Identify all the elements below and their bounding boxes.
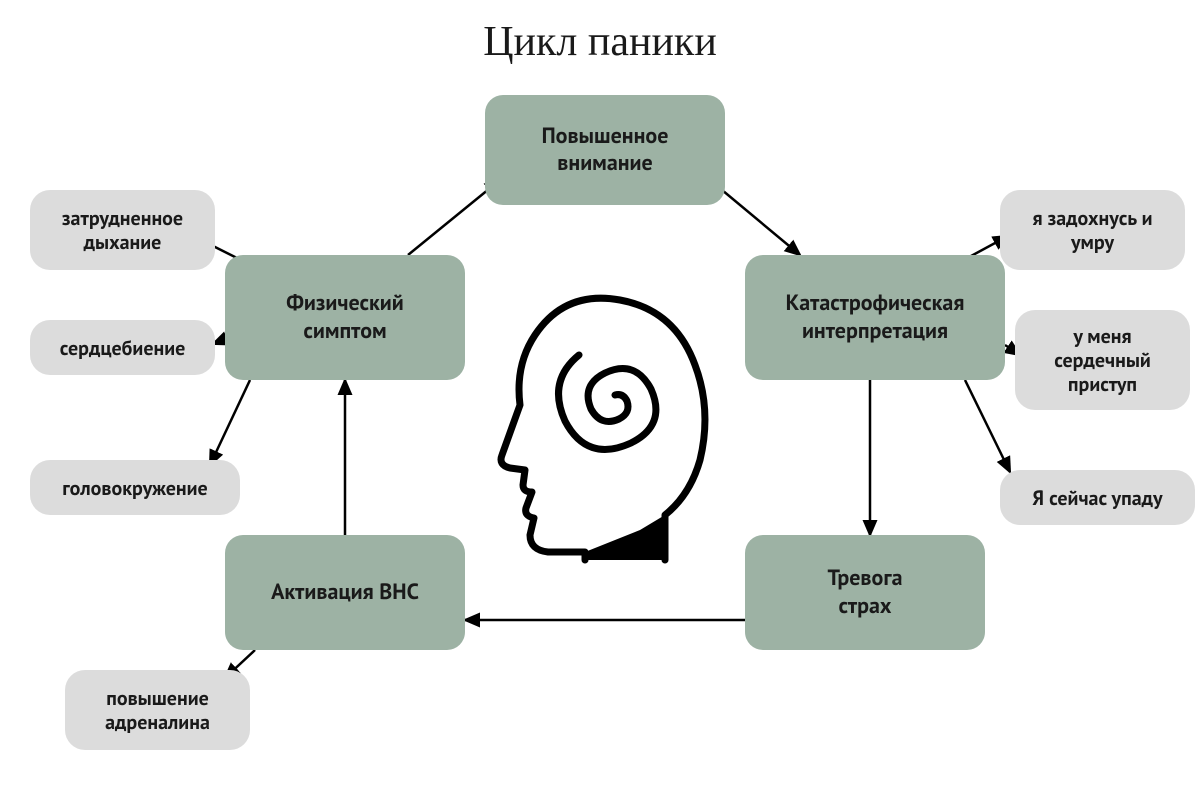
arrow <box>210 380 250 465</box>
diagram-title: Цикл паники <box>0 18 1200 66</box>
main-node-interpretation: Катастрофическая интерпретация <box>745 255 1005 380</box>
arrow <box>965 380 1010 472</box>
side-node-heartattack: у меня сердечный приступ <box>1015 310 1190 410</box>
diagram-canvas: Цикл паники Повышенное вниманиеФизически… <box>0 0 1200 788</box>
side-node-breathing: затрудненное дыхание <box>30 190 215 270</box>
main-node-anxiety: Тревога страх <box>745 535 985 650</box>
main-node-attention: Повышенное внимание <box>485 95 725 205</box>
side-node-adrenaline: повышение адреналина <box>65 670 250 750</box>
side-node-dizziness: головокружение <box>30 460 240 515</box>
main-node-activation: Активация ВНС <box>225 535 465 650</box>
main-node-symptom: Физический симптом <box>225 255 465 380</box>
head-spiral-icon <box>490 260 720 570</box>
side-node-fall: Я сейчас упаду <box>1000 470 1195 525</box>
side-node-heartbeat: сердцебиение <box>30 320 215 375</box>
side-node-suffocate: я задохнусь и умру <box>1000 190 1185 270</box>
